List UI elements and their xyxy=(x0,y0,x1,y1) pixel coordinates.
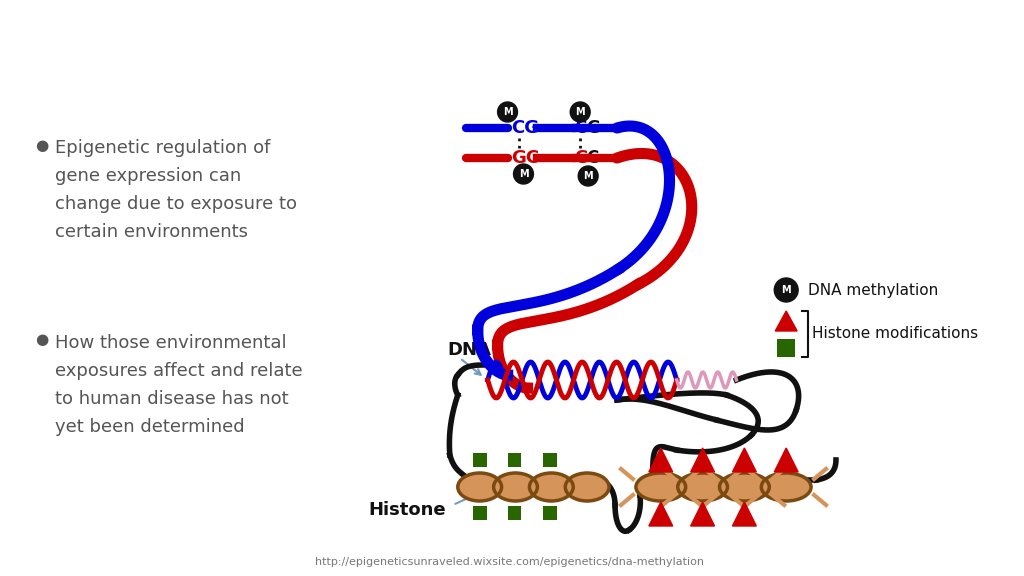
Text: http://epigeneticsunraveled.wixsite.com/epigenetics/dna-methylation: http://epigeneticsunraveled.wixsite.com/… xyxy=(315,557,705,567)
Text: change due to exposure to: change due to exposure to xyxy=(54,195,297,213)
Bar xyxy=(508,506,521,520)
Text: Histone: Histone xyxy=(369,501,445,519)
Bar xyxy=(508,453,521,467)
Ellipse shape xyxy=(636,473,686,501)
Text: G: G xyxy=(574,149,588,167)
Text: M: M xyxy=(575,107,585,117)
Text: DNA methylation: DNA methylation xyxy=(808,282,938,297)
Ellipse shape xyxy=(458,473,502,501)
Text: M: M xyxy=(584,171,593,181)
Circle shape xyxy=(513,164,534,184)
Text: M: M xyxy=(503,107,512,117)
Ellipse shape xyxy=(678,473,727,501)
Bar xyxy=(473,506,486,520)
Text: M: M xyxy=(781,285,791,295)
Text: GC: GC xyxy=(512,149,540,167)
Text: CG: CG xyxy=(512,119,540,137)
Ellipse shape xyxy=(720,473,769,501)
Polygon shape xyxy=(649,502,673,526)
Text: exposures affect and relate: exposures affect and relate xyxy=(54,362,302,380)
Text: G: G xyxy=(586,119,600,137)
Polygon shape xyxy=(774,448,798,472)
Text: C: C xyxy=(586,149,598,167)
Text: Epigenetic regulation of: Epigenetic regulation of xyxy=(54,139,270,157)
Polygon shape xyxy=(649,448,673,472)
Polygon shape xyxy=(690,502,715,526)
Text: How those environmental: How those environmental xyxy=(54,334,287,352)
Text: to human disease has not: to human disease has not xyxy=(54,390,289,408)
Polygon shape xyxy=(732,448,757,472)
Text: ●: ● xyxy=(35,332,48,347)
Text: yet been determined: yet been determined xyxy=(54,418,245,436)
Circle shape xyxy=(570,102,590,122)
Text: gene expression can: gene expression can xyxy=(54,167,241,185)
Text: Histone modifications: Histone modifications xyxy=(812,327,978,342)
Bar xyxy=(777,339,796,357)
Ellipse shape xyxy=(494,473,538,501)
Text: DNA: DNA xyxy=(447,341,492,359)
Bar xyxy=(473,453,486,467)
Text: M: M xyxy=(519,169,528,179)
Bar xyxy=(544,453,557,467)
Polygon shape xyxy=(690,448,715,472)
Circle shape xyxy=(498,102,517,122)
Polygon shape xyxy=(732,502,757,526)
Circle shape xyxy=(774,278,798,302)
Circle shape xyxy=(579,166,598,186)
Ellipse shape xyxy=(529,473,573,501)
Ellipse shape xyxy=(761,473,811,501)
Polygon shape xyxy=(775,311,797,331)
Bar xyxy=(544,506,557,520)
Ellipse shape xyxy=(565,473,609,501)
Text: C: C xyxy=(574,119,587,137)
Text: ●: ● xyxy=(35,138,48,153)
Text: certain environments: certain environments xyxy=(54,223,248,241)
